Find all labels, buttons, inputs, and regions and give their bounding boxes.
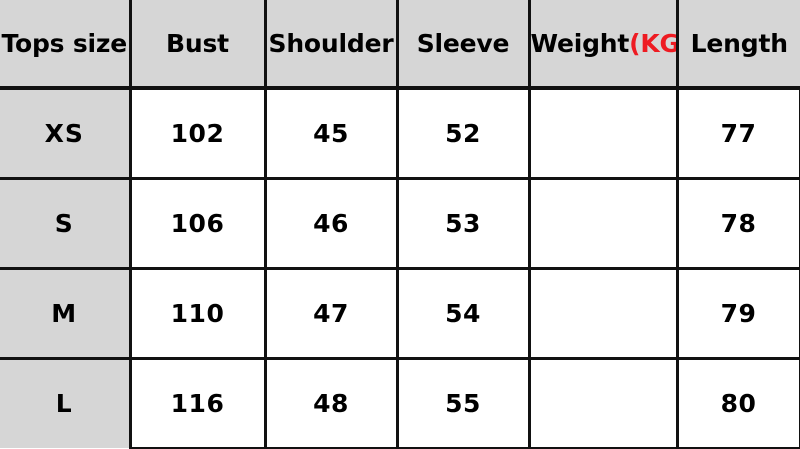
cell-length: 78 [677, 178, 800, 270]
column-header-sleeve: Sleeve [397, 0, 531, 90]
table-row: XS 102 45 52 77 [0, 88, 800, 180]
weight-label-text: Weight [530, 28, 630, 58]
cell-weight [529, 268, 679, 360]
cell-size: S [0, 178, 132, 270]
column-header-shoulder: Shoulder [265, 0, 399, 90]
table-row: L 116 48 55 80 [0, 358, 800, 449]
cell-shoulder: 46 [265, 178, 399, 270]
cell-sleeve: 55 [397, 358, 531, 449]
cell-bust: 110 [130, 268, 267, 360]
cell-sleeve: 54 [397, 268, 531, 360]
header-row: Tops size Bust Shoulder Sleeve Weight(KG… [0, 0, 800, 90]
cell-length: 80 [677, 358, 800, 449]
cell-sleeve: 53 [397, 178, 531, 270]
column-header-length: Length [677, 0, 800, 90]
column-header-bust: Bust [130, 0, 267, 90]
cell-size: L [0, 358, 132, 448]
table-row: M 110 47 54 79 [0, 268, 800, 360]
cell-length: 79 [677, 268, 800, 360]
table-header: Tops size Bust Shoulder Sleeve Weight(KG… [0, 0, 800, 90]
column-header-tops-size: Tops size [0, 0, 132, 90]
cell-size: XS [0, 88, 132, 180]
cell-bust: 106 [130, 178, 267, 270]
table-body: XS 102 45 52 77 S 106 46 53 78 M 110 47 … [0, 88, 800, 449]
cell-weight [529, 178, 679, 270]
cell-weight [529, 88, 679, 180]
cell-shoulder: 48 [265, 358, 399, 449]
cell-size: M [0, 268, 132, 360]
cell-sleeve: 52 [397, 88, 531, 180]
cell-weight [529, 358, 679, 449]
cell-bust: 102 [130, 88, 267, 180]
table-row: S 106 46 53 78 [0, 178, 800, 270]
column-header-weight: Weight(KG) [529, 0, 679, 90]
cell-shoulder: 45 [265, 88, 399, 180]
cell-bust: 116 [130, 358, 267, 449]
weight-unit-text: (KG) [629, 28, 674, 58]
cell-shoulder: 47 [265, 268, 399, 360]
cell-length: 77 [677, 88, 800, 180]
